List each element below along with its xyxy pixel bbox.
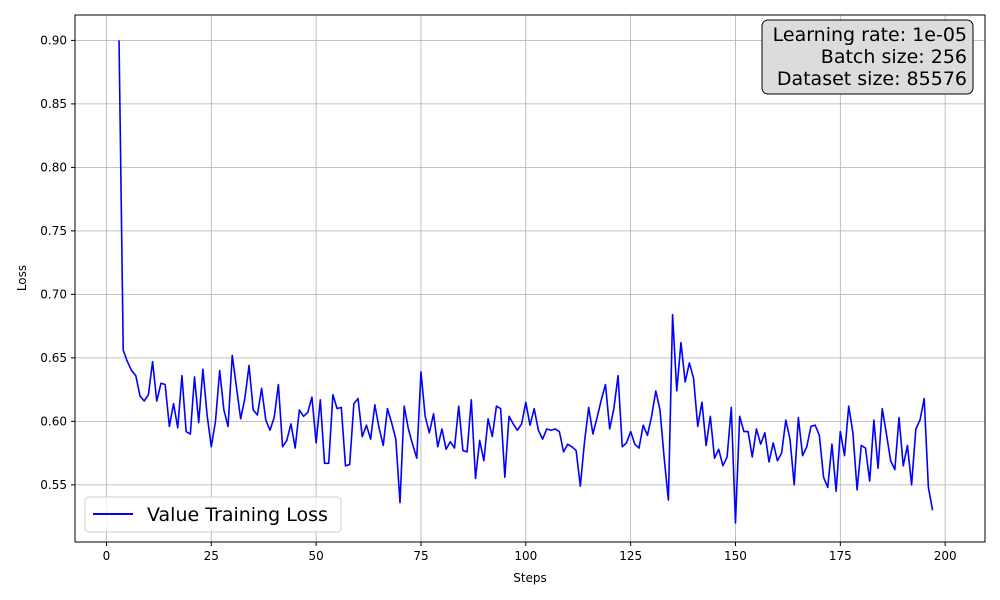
y-tick-label: 0.65 xyxy=(40,351,67,365)
x-tick-label: 75 xyxy=(413,549,428,563)
y-tick-label: 0.55 xyxy=(40,478,67,492)
info-learning-rate: Learning rate: 1e-05 xyxy=(773,24,967,46)
plot-area xyxy=(74,14,986,543)
y-axis-label: Loss xyxy=(15,265,29,291)
y-tick-label: 0.90 xyxy=(40,33,67,47)
info-box: Learning rate: 1e-05 Batch size: 256 Dat… xyxy=(761,19,974,95)
x-tick-label: 100 xyxy=(514,549,537,563)
x-tick-label: 50 xyxy=(308,549,323,563)
legend: Value Training Loss xyxy=(84,496,342,533)
x-axis-label: Steps xyxy=(513,571,547,585)
info-dataset-size: Dataset size: 85576 xyxy=(777,68,967,90)
series-line-value-training-loss xyxy=(118,40,934,524)
x-tick-label: 175 xyxy=(829,549,852,563)
series-layer xyxy=(118,40,934,524)
x-tick-label: 150 xyxy=(724,549,747,563)
axis-ticks: 0 25 50 75 100 125 150 175 200 0.55 0.60 0.65 0.70 0.… xyxy=(40,33,956,563)
y-tick-label: 0.75 xyxy=(40,224,67,238)
x-tick-label: 0 xyxy=(103,549,111,563)
legend-label: Value Training Loss xyxy=(147,504,328,526)
y-tick-label: 0.60 xyxy=(40,414,67,428)
y-tick-label: 0.70 xyxy=(40,287,67,301)
x-tick-label: 25 xyxy=(204,549,219,563)
info-batch-size: Batch size: 256 xyxy=(821,46,967,68)
x-tick-label: 125 xyxy=(619,549,642,563)
y-tick-label: 0.80 xyxy=(40,160,67,174)
plot-border xyxy=(74,14,986,543)
x-tick-label: 200 xyxy=(934,549,957,563)
info-box-background xyxy=(761,19,974,95)
legend-box xyxy=(84,496,342,533)
y-tick-label: 0.85 xyxy=(40,97,67,111)
